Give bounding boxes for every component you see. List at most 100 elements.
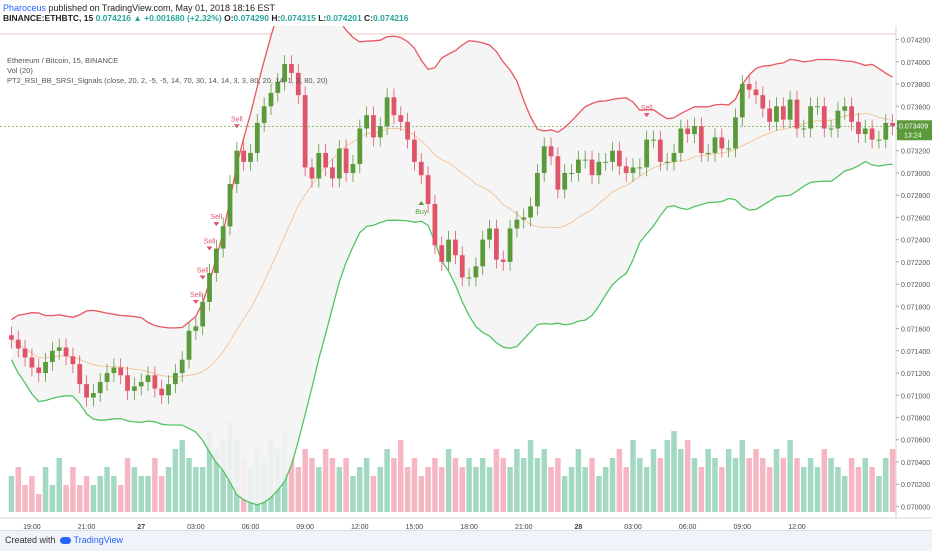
candle-body: [678, 128, 684, 153]
legend-symbol: Ethereum / Bitcoin, 15, BINANCE: [7, 56, 119, 65]
candle-body: [610, 150, 615, 162]
volume-bar: [76, 485, 83, 512]
candle-body: [808, 106, 814, 129]
time-tick-label: 15:00: [406, 524, 424, 530]
volume-bar: [295, 467, 302, 512]
high-value: 0.074315: [280, 13, 316, 23]
candle-body: [794, 99, 800, 129]
candle-body: [705, 152, 711, 154]
candle-body: [862, 128, 868, 135]
candle-body: [500, 259, 506, 262]
time-tick-label: 12:00: [351, 524, 369, 530]
price-chart[interactable]: 0.0742000.0740000.0738000.0736000.073400…: [0, 26, 932, 530]
candle-body: [418, 161, 424, 176]
sell-signal-label: Sell: [641, 105, 653, 112]
volume-bar: [883, 458, 889, 512]
price-tick-label: 0.074200: [901, 38, 930, 45]
band-fill: [11, 26, 893, 505]
volume-bar: [678, 449, 684, 512]
price-tick-label: 0.070400: [901, 460, 930, 467]
volume-bar: [705, 449, 711, 512]
price-badge-value: 0.073409: [899, 123, 928, 130]
last-price: 0.074216: [95, 13, 132, 23]
high-label: H:: [271, 13, 281, 23]
volume-bar: [179, 440, 185, 512]
price-tick-label: 0.073600: [901, 104, 930, 111]
candle-body: [582, 159, 588, 161]
volume-bar: [582, 467, 588, 512]
candle-body: [227, 184, 233, 227]
created-with-text: Created with: [5, 535, 56, 545]
candle-body: [801, 128, 807, 130]
up-arrow-icon: ▲: [133, 13, 142, 23]
candle-body: [405, 121, 410, 140]
chart-area[interactable]: 0.0742000.0740000.0738000.0736000.073400…: [0, 26, 932, 530]
volume-bar: [486, 467, 493, 512]
candle-body: [200, 301, 206, 327]
price-tick-label: 0.070800: [901, 416, 930, 423]
volume-bar: [719, 467, 725, 512]
candle-body: [883, 122, 889, 140]
candle-body: [603, 161, 609, 163]
volume-bar: [36, 494, 42, 512]
candle-body: [541, 146, 547, 173]
volume-bar: [288, 458, 295, 512]
candle-body: [377, 126, 383, 138]
volume-bar: [445, 449, 452, 512]
candle-body: [589, 159, 595, 176]
header-bar: Pharoceus published on TradingView.com, …: [0, 0, 932, 26]
volume-bar: [343, 458, 349, 512]
candle-body: [398, 115, 404, 122]
low-value: 0.074201: [326, 13, 362, 23]
volume-bar: [862, 458, 868, 512]
candle-body: [780, 106, 786, 120]
candle-body: [548, 146, 554, 157]
close-value: 0.074216: [373, 13, 409, 23]
candle-body: [70, 356, 76, 365]
time-tick-label: 18:00: [460, 524, 478, 530]
candle-body: [575, 159, 581, 173]
volume-bar: [404, 467, 411, 512]
volume-bar: [145, 476, 151, 512]
volume-bar: [398, 440, 404, 512]
candle-body: [166, 384, 171, 396]
candle-body: [890, 122, 895, 127]
price-tick-label: 0.071800: [901, 304, 930, 311]
volume-bar: [773, 449, 780, 512]
candle-body: [159, 388, 165, 396]
candle-body: [733, 117, 738, 149]
volume-bar: [70, 467, 76, 512]
candle-body: [111, 367, 117, 374]
volume-bar: [616, 449, 623, 512]
volume-bar: [698, 467, 705, 512]
legend-indicator: PT2_RSI_BB_SRSI_Signals (close, 20, 2, -…: [7, 76, 328, 85]
sell-signal-label: Sell: [197, 267, 209, 274]
open-label: O:: [224, 13, 234, 23]
candle-body: [63, 347, 69, 357]
candle-body: [97, 381, 103, 394]
candle-body: [104, 373, 110, 382]
volume-bar: [541, 449, 547, 512]
tradingview-link[interactable]: TradingView: [73, 535, 124, 545]
volume-bar: [650, 449, 657, 512]
volume-bar: [357, 467, 363, 512]
volume-bar: [493, 449, 500, 512]
price-tick-label: 0.070200: [901, 482, 930, 489]
candle-body: [425, 175, 431, 205]
volume-bar: [350, 476, 356, 512]
volume-bar: [49, 485, 56, 512]
candle-body: [521, 217, 527, 220]
volume-bar: [575, 449, 582, 512]
volume-bar: [336, 467, 343, 512]
price-tick-label: 0.072200: [901, 260, 930, 267]
volume-bar: [766, 467, 773, 512]
candle-body: [289, 64, 294, 73]
volume-bar: [220, 440, 226, 512]
volume-bar: [316, 467, 322, 512]
candle-body: [152, 375, 158, 389]
publisher-name[interactable]: Pharoceus: [3, 3, 47, 13]
upper-band-line: [11, 26, 893, 329]
candle-body: [596, 161, 602, 176]
candle-body: [712, 137, 718, 153]
price-tick-label: 0.072400: [901, 238, 930, 245]
